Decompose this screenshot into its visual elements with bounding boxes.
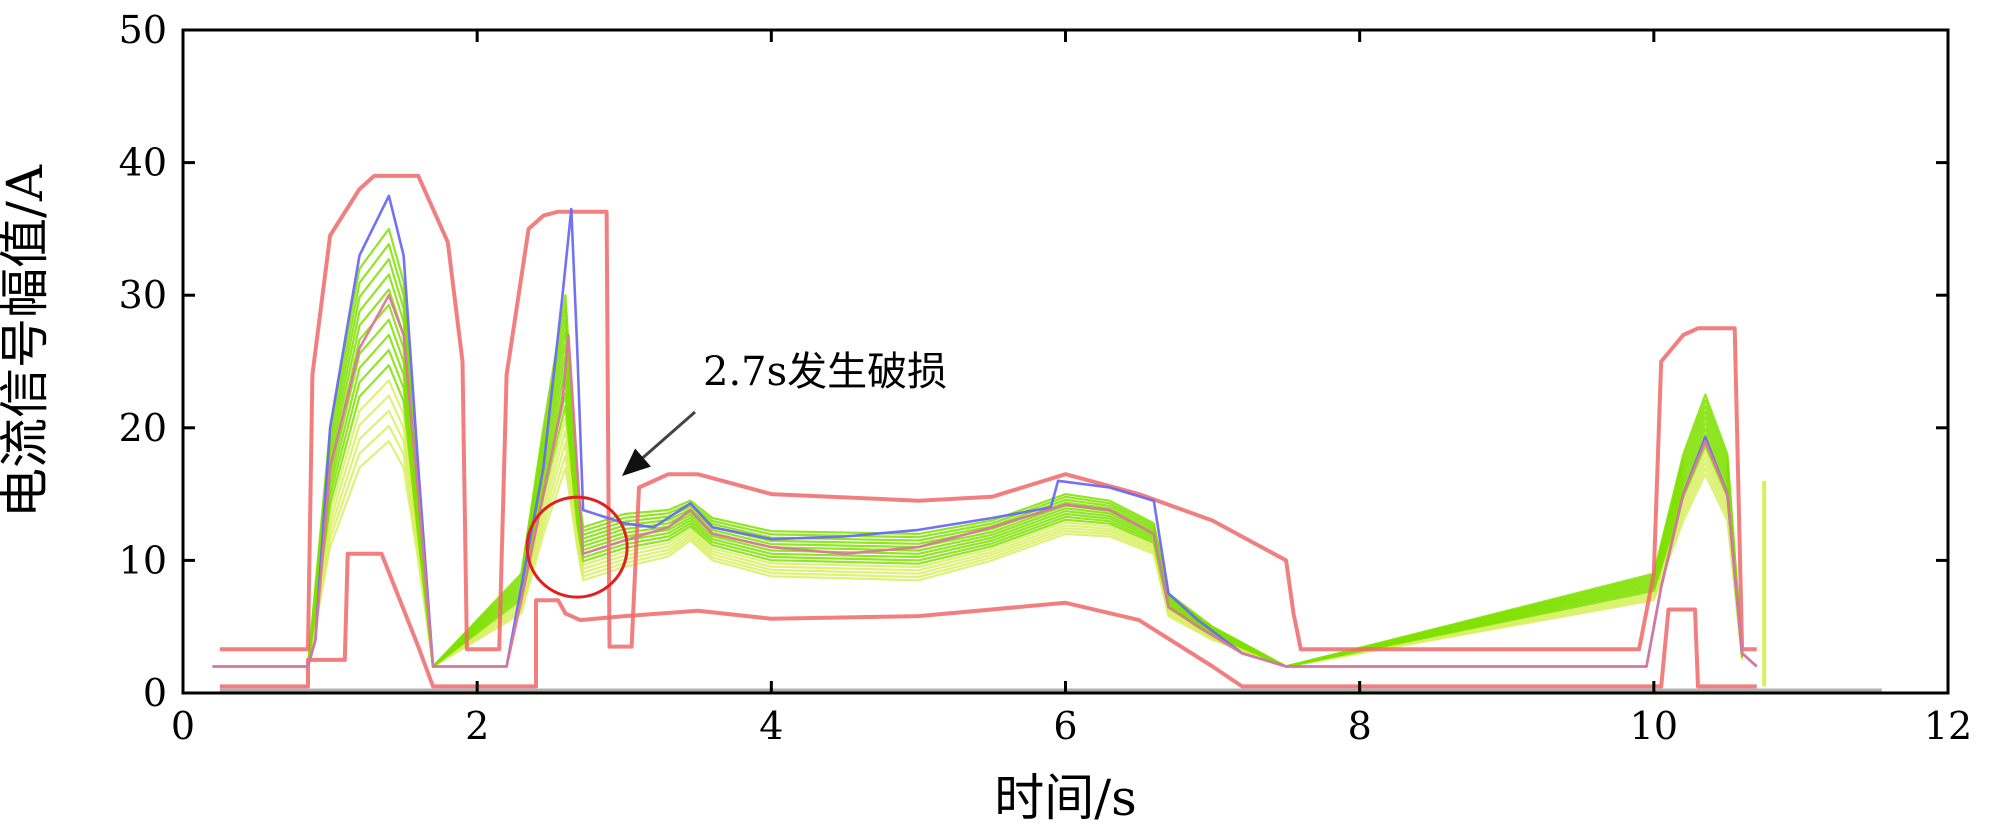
x-tick-label: 10 bbox=[1630, 704, 1678, 748]
ticks-layer: 0 2 4 6 8 10 12 0 10 20 30 40 50 bbox=[119, 8, 1973, 748]
y-tick-label: 10 bbox=[119, 538, 167, 582]
x-tick-label: 6 bbox=[1053, 704, 1077, 748]
x-tick-label: 4 bbox=[759, 704, 783, 748]
damage-circle bbox=[525, 495, 629, 599]
x-tick-label: 12 bbox=[1924, 704, 1972, 748]
y-tick-label: 30 bbox=[119, 273, 167, 317]
y-tick-label: 40 bbox=[119, 141, 167, 185]
series-layer bbox=[212, 173, 1882, 694]
series-line-mean-signal bbox=[212, 293, 1758, 668]
series-line-upper-envelope bbox=[219, 173, 1757, 652]
annotation-layer bbox=[525, 410, 696, 599]
x-tick-label: 8 bbox=[1348, 704, 1372, 748]
y-axis-title: 电流信号幅值/A bbox=[0, 164, 54, 518]
x-tick-label: 2 bbox=[465, 704, 489, 748]
y-tick-label: 20 bbox=[119, 406, 167, 450]
annotation-arrow-head bbox=[622, 448, 651, 476]
y-tick-label: 0 bbox=[143, 671, 167, 715]
annotation-text: 2.7s发生破损 bbox=[703, 349, 947, 395]
x-tick-label: 0 bbox=[171, 704, 195, 748]
series-line-lower-envelope bbox=[219, 551, 1757, 689]
x-axis-title: 时间/s bbox=[994, 769, 1137, 827]
y-tick-label: 50 bbox=[119, 8, 167, 52]
